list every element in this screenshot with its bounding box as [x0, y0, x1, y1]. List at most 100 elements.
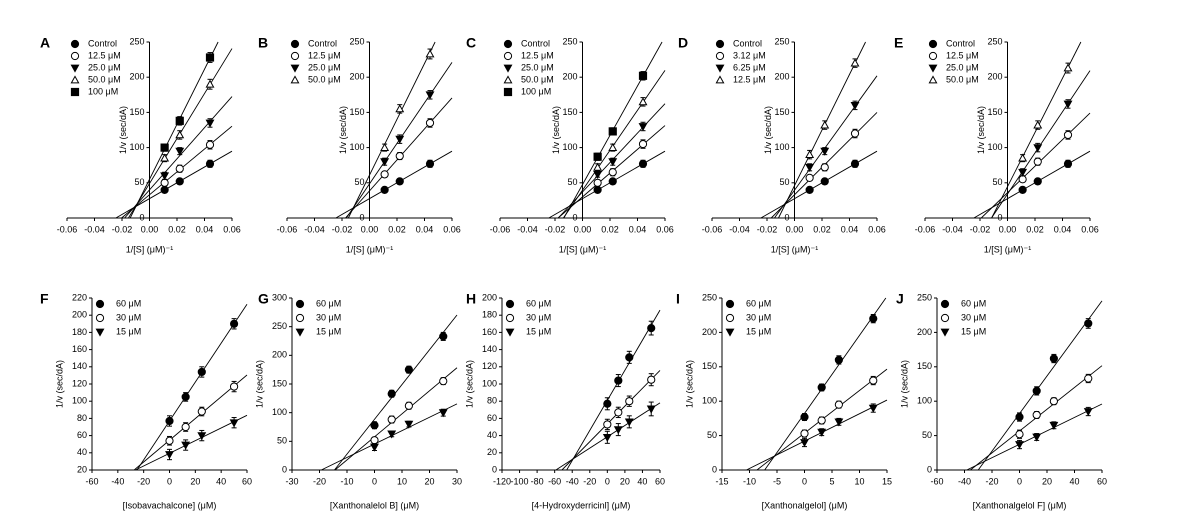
data-point [868, 404, 878, 413]
legend-marker [503, 87, 513, 97]
data-point [1049, 397, 1058, 406]
y-tick-label: 150 [987, 107, 1002, 117]
data-point [1033, 177, 1042, 186]
x-axis-label: [4-Hydroxyderricinl] (μM) [532, 500, 631, 510]
y-tick-label: 50 [992, 177, 1002, 187]
data-point [229, 319, 239, 328]
data-point [1063, 130, 1073, 140]
data-point [608, 127, 617, 136]
data-point [439, 332, 448, 341]
x-tick-label: 0.04 [416, 224, 434, 234]
fit-line [121, 125, 233, 219]
data-point [380, 170, 389, 179]
x-tick-label: 0 [372, 476, 377, 486]
y-tick-label: 250 [272, 321, 287, 331]
x-tick-label: 40 [637, 476, 647, 486]
x-tick-label: 0.04 [1054, 224, 1072, 234]
data-point [205, 140, 215, 149]
panel-letter: G [258, 291, 269, 307]
legend-marker [503, 51, 513, 61]
data-point [160, 153, 170, 162]
data-point [404, 401, 413, 410]
panel-letter: I [676, 291, 680, 307]
x-tick-label: 20 [1042, 476, 1052, 486]
data-point [817, 383, 826, 392]
legend-label: 30 μM [316, 312, 341, 322]
y-tick-label: 0 [997, 212, 1002, 222]
x-tick-label: 0.00 [786, 224, 804, 234]
x-tick-label: -20 [137, 476, 150, 486]
legend-label: 30 μM [961, 312, 986, 322]
panel-letter: B [258, 35, 268, 51]
legend-marker [295, 328, 305, 337]
data-point [175, 164, 184, 173]
legend-marker [715, 64, 725, 73]
data-point [197, 407, 206, 416]
x-tick-label: 0.04 [841, 224, 859, 234]
legend-label: 60 μM [526, 298, 551, 308]
x-tick-label: 0.06 [656, 224, 674, 234]
legend-marker [725, 328, 735, 337]
x-tick-label: 5 [829, 476, 834, 486]
y-tick-label: 250 [774, 36, 789, 46]
data-point [805, 163, 815, 172]
data-point [817, 428, 827, 437]
data-point [647, 375, 656, 384]
data-point [197, 432, 207, 441]
y-tick-label: 150 [129, 107, 144, 117]
x-tick-label: -0.06 [277, 224, 298, 234]
x-tick-label: 0 [605, 476, 610, 486]
legend-label: Control [733, 38, 762, 48]
data-point [603, 420, 612, 429]
fit-line [129, 41, 219, 219]
fit-line [135, 414, 248, 471]
data-point [395, 135, 405, 144]
x-tick-label: 0.06 [1081, 224, 1099, 234]
data-point [624, 418, 634, 427]
data-point [638, 97, 648, 106]
legend-label: 15 μM [961, 326, 986, 336]
y-tick-label: 150 [774, 107, 789, 117]
y-tick-label: 100 [702, 396, 717, 406]
data-point [1033, 157, 1042, 166]
data-point [380, 158, 390, 167]
data-point [404, 365, 413, 374]
data-point [608, 168, 617, 177]
x-tick-label: 0.00 [361, 224, 379, 234]
data-point [1018, 185, 1027, 194]
data-point [425, 159, 435, 168]
legend-marker [95, 313, 105, 323]
fit-line [548, 150, 666, 219]
data-point [439, 377, 448, 386]
x-tick-label: -10 [340, 476, 353, 486]
x-tick-label: 0.06 [223, 224, 241, 234]
data-point [181, 441, 191, 450]
y-tick-label: 50 [779, 177, 789, 187]
x-tick-label: 0.02 [388, 224, 406, 234]
data-point [820, 177, 829, 186]
y-axis-label: 1/v (sec/dA) [684, 360, 694, 408]
data-point [614, 408, 623, 417]
legend-label: 30 μM [746, 312, 771, 322]
data-point [834, 400, 843, 409]
data-point [817, 416, 826, 425]
y-tick-label: 20 [77, 464, 87, 474]
data-point [380, 142, 390, 151]
x-tick-label: -120 [493, 476, 511, 486]
y-tick-label: 180 [482, 310, 497, 320]
x-tick-label: 0.04 [196, 224, 214, 234]
data-point [165, 416, 174, 426]
legend-marker [70, 87, 80, 97]
data-point [181, 422, 190, 432]
data-point [1084, 374, 1093, 383]
data-point [387, 430, 397, 439]
panel-letter: C [466, 35, 476, 51]
y-tick-label: 50 [354, 177, 364, 187]
legend-marker [95, 328, 105, 337]
panel-letter: A [40, 35, 50, 51]
data-point [181, 392, 190, 401]
legend-marker [928, 75, 938, 84]
data-point [1084, 319, 1093, 328]
data-point [820, 163, 829, 172]
